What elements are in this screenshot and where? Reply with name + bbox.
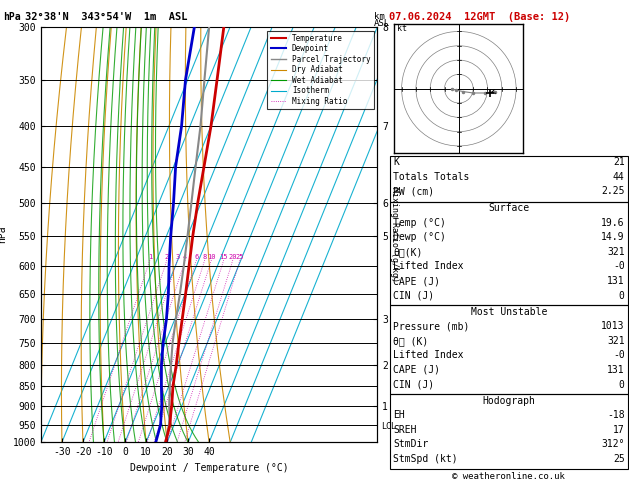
Text: Lifted Index: Lifted Index bbox=[393, 350, 464, 361]
Text: LCL: LCL bbox=[382, 422, 396, 431]
Text: Lifted Index: Lifted Index bbox=[393, 261, 464, 272]
Y-axis label: hPa: hPa bbox=[0, 226, 7, 243]
Text: 131: 131 bbox=[607, 276, 625, 286]
Text: km: km bbox=[374, 12, 385, 21]
Text: EH: EH bbox=[393, 410, 405, 420]
Text: PW (cm): PW (cm) bbox=[393, 186, 434, 196]
Text: θᴄ(K): θᴄ(K) bbox=[393, 247, 423, 257]
Text: 10: 10 bbox=[207, 254, 216, 260]
Text: 321: 321 bbox=[607, 247, 625, 257]
Text: hPa: hPa bbox=[3, 12, 21, 22]
Text: 8: 8 bbox=[203, 254, 207, 260]
Text: 312°: 312° bbox=[601, 439, 625, 450]
Text: 17: 17 bbox=[613, 425, 625, 435]
Text: 07.06.2024  12GMT  (Base: 12): 07.06.2024 12GMT (Base: 12) bbox=[389, 12, 570, 22]
Text: 1: 1 bbox=[148, 254, 152, 260]
Text: 21: 21 bbox=[613, 157, 625, 167]
Text: 0: 0 bbox=[619, 291, 625, 301]
Text: SREH: SREH bbox=[393, 425, 416, 435]
Text: Hodograph: Hodograph bbox=[482, 396, 535, 406]
Text: © weatheronline.co.uk: © weatheronline.co.uk bbox=[452, 472, 565, 481]
Text: 14.9: 14.9 bbox=[601, 232, 625, 243]
Text: -18: -18 bbox=[607, 410, 625, 420]
Text: 6: 6 bbox=[194, 254, 199, 260]
Text: CIN (J): CIN (J) bbox=[393, 291, 434, 301]
Text: Surface: Surface bbox=[488, 203, 530, 213]
Text: CAPE (J): CAPE (J) bbox=[393, 276, 440, 286]
Text: 2.25: 2.25 bbox=[601, 186, 625, 196]
Y-axis label: Mixing Ratio (g/kg): Mixing Ratio (g/kg) bbox=[390, 187, 399, 282]
Text: -0: -0 bbox=[613, 261, 625, 272]
Text: 2: 2 bbox=[165, 254, 169, 260]
Text: 32°38'N  343°54'W  1m  ASL: 32°38'N 343°54'W 1m ASL bbox=[25, 12, 187, 22]
Text: 3: 3 bbox=[175, 254, 179, 260]
Text: StmSpd (kt): StmSpd (kt) bbox=[393, 454, 458, 464]
Text: Dewp (°C): Dewp (°C) bbox=[393, 232, 446, 243]
Text: kt: kt bbox=[398, 24, 408, 34]
Text: 44: 44 bbox=[613, 172, 625, 182]
Text: 321: 321 bbox=[607, 336, 625, 346]
Text: 19.6: 19.6 bbox=[601, 218, 625, 228]
X-axis label: Dewpoint / Temperature (°C): Dewpoint / Temperature (°C) bbox=[130, 463, 289, 473]
Text: θᴄ (K): θᴄ (K) bbox=[393, 336, 428, 346]
Text: Totals Totals: Totals Totals bbox=[393, 172, 469, 182]
Text: K: K bbox=[393, 157, 399, 167]
Text: 1013: 1013 bbox=[601, 321, 625, 331]
Legend: Temperature, Dewpoint, Parcel Trajectory, Dry Adiabat, Wet Adiabat, Isotherm, Mi: Temperature, Dewpoint, Parcel Trajectory… bbox=[267, 31, 374, 109]
Text: -0: -0 bbox=[613, 350, 625, 361]
Text: Most Unstable: Most Unstable bbox=[470, 307, 547, 317]
Text: StmDir: StmDir bbox=[393, 439, 428, 450]
Text: Temp (°C): Temp (°C) bbox=[393, 218, 446, 228]
Text: 20: 20 bbox=[228, 254, 237, 260]
Text: 15: 15 bbox=[220, 254, 228, 260]
Text: ASL: ASL bbox=[374, 19, 391, 29]
Text: 25: 25 bbox=[236, 254, 244, 260]
Text: 131: 131 bbox=[607, 365, 625, 375]
Text: 25: 25 bbox=[613, 454, 625, 464]
Text: Pressure (mb): Pressure (mb) bbox=[393, 321, 469, 331]
Text: CIN (J): CIN (J) bbox=[393, 380, 434, 390]
Text: 4: 4 bbox=[183, 254, 187, 260]
Text: 0: 0 bbox=[619, 380, 625, 390]
Text: CAPE (J): CAPE (J) bbox=[393, 365, 440, 375]
